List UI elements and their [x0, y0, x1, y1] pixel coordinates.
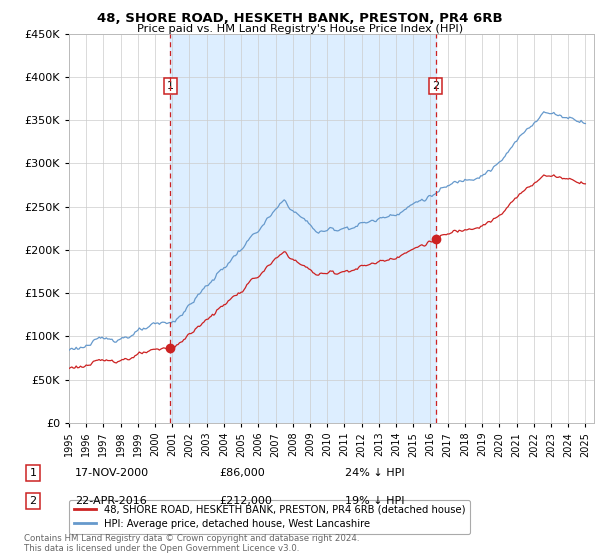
Text: 2: 2 — [29, 496, 37, 506]
Text: 17-NOV-2000: 17-NOV-2000 — [75, 468, 149, 478]
Text: £86,000: £86,000 — [219, 468, 265, 478]
Text: 1: 1 — [167, 81, 174, 91]
Text: 2: 2 — [432, 81, 439, 91]
Text: Price paid vs. HM Land Registry's House Price Index (HPI): Price paid vs. HM Land Registry's House … — [137, 24, 463, 34]
Text: 24% ↓ HPI: 24% ↓ HPI — [345, 468, 404, 478]
Legend: 48, SHORE ROAD, HESKETH BANK, PRESTON, PR4 6RB (detached house), HPI: Average pr: 48, SHORE ROAD, HESKETH BANK, PRESTON, P… — [69, 500, 470, 534]
Bar — [170, 34, 436, 423]
Text: 19% ↓ HPI: 19% ↓ HPI — [345, 496, 404, 506]
Text: 48, SHORE ROAD, HESKETH BANK, PRESTON, PR4 6RB: 48, SHORE ROAD, HESKETH BANK, PRESTON, P… — [97, 12, 503, 25]
Text: £212,000: £212,000 — [219, 496, 272, 506]
Text: 1: 1 — [29, 468, 37, 478]
Text: Contains HM Land Registry data © Crown copyright and database right 2024.
This d: Contains HM Land Registry data © Crown c… — [24, 534, 359, 553]
Text: 22-APR-2016: 22-APR-2016 — [75, 496, 147, 506]
